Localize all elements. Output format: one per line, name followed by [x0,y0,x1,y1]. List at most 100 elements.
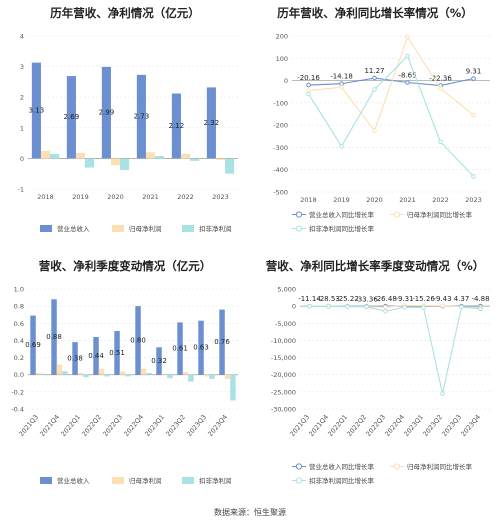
data-label: -4.88 [471,295,489,303]
bar [30,315,36,375]
legend-swatch [40,477,52,484]
legend-label: 扣非净利润 [199,476,232,485]
chart-title: 历年营收、净利同比增长率情况（%） [277,6,473,20]
y-tick-label: -200 [273,122,288,130]
legend-swatch [182,477,194,484]
bar [209,374,215,379]
data-label: 2.99 [99,109,115,117]
data-point [459,304,464,310]
bar [180,153,191,159]
legend-label: 扣非净利润同比增长率 [309,476,375,485]
data-label: 0.38 [67,354,83,362]
x-tick-label: 2023 [465,196,482,204]
y-tick-label: -400 [273,166,288,174]
bar [161,373,168,375]
y-tick-label: 5,000 [277,286,296,294]
bar [224,374,231,379]
data-label: 4.37 [454,295,470,303]
data-point [383,308,388,314]
data-label: -20.16 [297,74,320,82]
data-point [471,76,476,81]
legend-marker [393,463,401,470]
data-point [345,304,350,309]
bar [51,299,57,375]
data-point [372,128,377,134]
bar [35,373,42,375]
y-tick-label: 0 [20,155,24,163]
bar [110,158,121,166]
y-tick-label: -0.2 [11,388,24,396]
chart-title: 营收、净利季度变动情况（亿元） [39,259,212,273]
x-tick-label: 2021Q4 [38,413,61,438]
y-tick-label: -500 [273,189,288,197]
y-tick-label: 0.8 [14,303,24,311]
data-label: 2.69 [64,113,80,121]
x-tick-label: 2018 [300,196,317,204]
data-label: -9.43 [433,295,451,303]
x-tick-label: 2019 [333,196,350,204]
x-tick-label: 2023 [212,193,229,201]
x-tick-label: 2022Q3 [101,413,124,438]
bar [98,368,105,375]
data-label: -11.14 [298,295,321,303]
data-point [339,84,344,90]
data-point [440,391,445,396]
chart-panel-3: 营收、净利季度变动情况（亿元） -0.4 -0.2 0.0 0.2 0.4 0.6 0.8 1.… [11,259,238,485]
legend-label: 营业总收入 [57,224,90,233]
bar [66,76,76,159]
bar [56,364,63,375]
data-label: 9.31 [466,67,482,75]
data-label: 11.27 [364,67,384,75]
legend-label: 营业总收入 [57,476,90,485]
data-point [372,87,377,92]
x-tick-label: 2018 [37,193,54,201]
legend-marker [295,477,303,484]
data-point [405,80,410,85]
bar [206,87,216,159]
bar [31,62,41,159]
legend-swatch [112,477,124,484]
y-tick-label: 0.0 [14,371,24,379]
bar [101,66,111,159]
data-label: 0.61 [172,345,188,353]
y-tick-label: 3 [20,63,24,71]
legend-swatch [112,225,124,232]
x-tick-label: 2019 [72,193,89,201]
data-label: 0.69 [25,341,41,349]
data-label: -26.48 [374,295,397,303]
bar [62,371,68,375]
bar [203,374,210,377]
bar [188,374,194,382]
legend-swatch [182,225,194,232]
data-point [339,144,344,149]
y-tick-label: 0 [292,303,296,311]
data-point [438,139,443,145]
bar [225,158,235,174]
y-tick-label: -0.4 [11,406,24,414]
x-tick-label: 2023Q2 [164,413,187,438]
chart-title: 历年营收、净利情况（亿元） [50,6,200,20]
data-label: -9.31 [395,295,413,303]
data-label: 0.32 [151,357,167,365]
legend-swatch [40,225,52,232]
x-tick-label: 2021 [142,193,159,201]
bar [190,158,200,161]
legend-label: 归母净利润同比增长率 [407,462,473,471]
legend-label: 扣非净利润同比增长率 [309,224,375,233]
series-line [308,77,474,87]
y-tick-label: -100 [273,99,288,107]
data-label: -22.36 [429,75,452,83]
y-tick-label: -20,000 [271,371,296,379]
data-label: -14.18 [330,73,353,81]
data-point [405,34,410,40]
data-point [307,304,312,309]
x-tick-label: 2021Q3 [17,413,40,438]
y-tick-label: 0.2 [14,354,24,362]
data-point [383,304,388,310]
bar [72,342,78,375]
data-label: 2.73 [134,113,150,121]
y-tick-label: 100 [276,55,288,63]
y-tick-label: 200 [276,33,288,41]
legend-label: 归母净利润 [129,476,162,485]
bar [50,153,60,159]
